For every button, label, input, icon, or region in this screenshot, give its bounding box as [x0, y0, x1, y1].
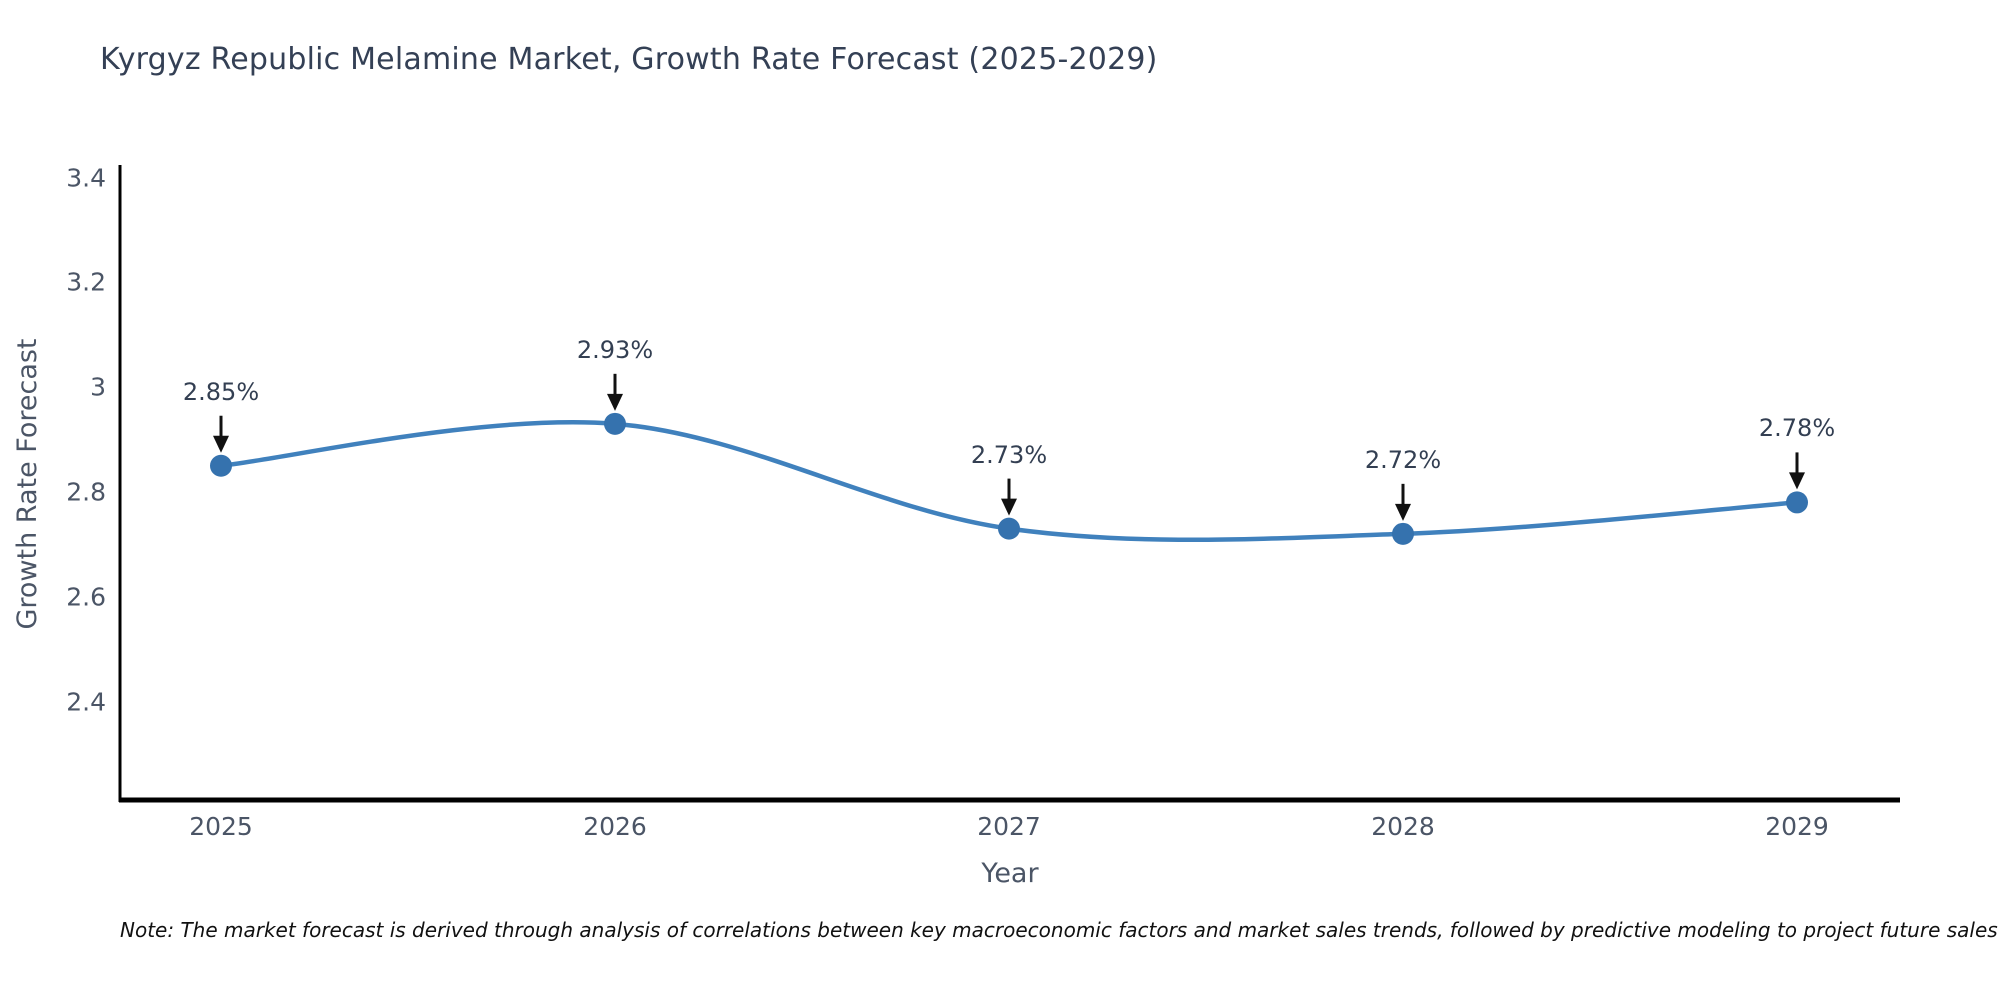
point-value-label: 2.72% — [1364, 445, 1442, 474]
x-tick-label: 2029 — [1765, 812, 1829, 841]
y-tick-label: 2.6 — [66, 582, 106, 612]
annotation-arrow-head — [1001, 498, 1017, 516]
annotation-arrow-head — [213, 435, 229, 453]
y-tick-label: 2.4 — [66, 687, 106, 716]
annotation-arrow-head — [1395, 503, 1411, 521]
y-axis-title: Growth Rate Forecast — [12, 338, 43, 630]
x-axis-title: Year — [981, 858, 1039, 889]
data-point-marker — [604, 412, 626, 435]
point-value-label: 2.85% — [182, 377, 260, 406]
point-value-label: 2.93% — [576, 335, 654, 364]
data-point-marker — [1392, 522, 1414, 545]
chart-note: Note: The market forecast is derived thr… — [120, 918, 1998, 942]
annotation-arrow-head — [607, 393, 623, 411]
y-tick-label: 2.8 — [66, 477, 106, 507]
x-tick-label: 2026 — [583, 812, 647, 841]
data-point-marker — [1786, 491, 1808, 514]
point-value-label: 2.78% — [1758, 414, 1836, 443]
chart-title: Kyrgyz Republic Melamine Market, Growth … — [100, 42, 1158, 77]
y-tick-label: 3 — [90, 372, 106, 402]
y-tick-label: 3.2 — [66, 267, 106, 297]
point-value-label: 2.73% — [970, 440, 1048, 469]
x-tick-label: 2025 — [189, 812, 253, 841]
x-tick-label: 2028 — [1371, 812, 1435, 841]
data-point-marker — [998, 517, 1020, 540]
y-tick-label: 3.4 — [66, 163, 106, 193]
data-point-marker — [210, 454, 232, 477]
x-tick-label: 2027 — [977, 812, 1041, 841]
annotation-arrow-head — [1789, 472, 1805, 490]
